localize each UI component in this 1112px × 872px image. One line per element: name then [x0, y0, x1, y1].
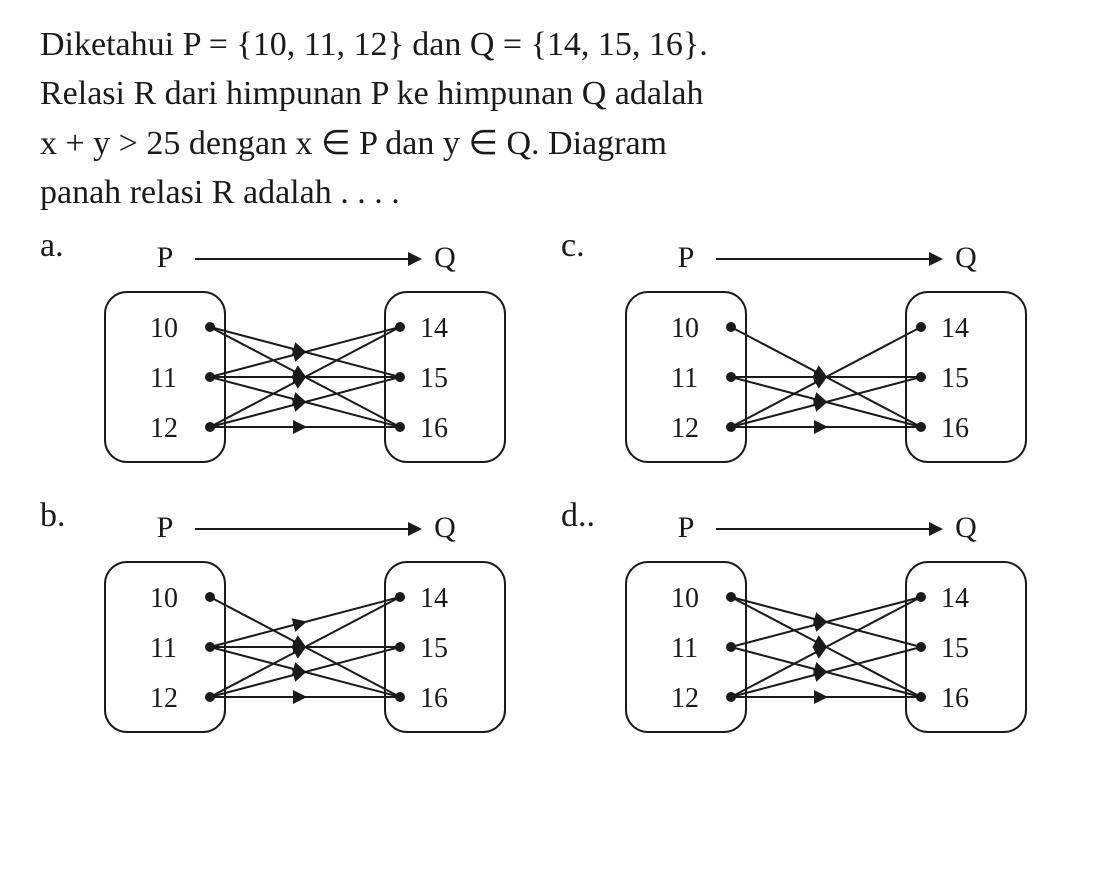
- option-b-label: b.: [40, 497, 75, 535]
- q-line-4: panah relasi R adalah . . . .: [40, 174, 400, 211]
- set-P-element: 10: [671, 583, 699, 614]
- diagram-c: P Q 10 11 12 14 15 16: [611, 227, 1041, 467]
- set-P-dot: [726, 642, 736, 652]
- option-a-label: a.: [40, 227, 75, 265]
- set-P-dot: [726, 422, 736, 432]
- set-P-label: P: [678, 511, 695, 544]
- set-Q-dot: [916, 322, 926, 332]
- set-P-dot: [205, 322, 215, 332]
- set-Q-element: 16: [420, 413, 448, 444]
- set-P-element: 12: [671, 413, 699, 444]
- set-Q-label: Q: [434, 511, 456, 544]
- mapping-edge: [210, 597, 400, 647]
- set-P-element: 10: [150, 313, 178, 344]
- set-P-dot: [205, 642, 215, 652]
- set-Q-dot: [916, 592, 926, 602]
- set-P-element: 11: [150, 633, 177, 664]
- set-Q-element: 15: [420, 363, 448, 394]
- set-Q-element: 15: [941, 633, 969, 664]
- set-Q-element: 16: [420, 683, 448, 714]
- set-P-label: P: [157, 241, 174, 274]
- set-Q-element: 14: [420, 583, 448, 614]
- set-P-element: 10: [671, 313, 699, 344]
- option-b: b. P Q 10 11 12 14 15 16: [40, 497, 551, 737]
- q-line-1: Diketahui P = {10, 11, 12} dan Q = {14, …: [40, 26, 708, 63]
- diagram-a: P Q 10 11 12 14 15 16: [90, 227, 520, 467]
- set-Q-element: 15: [420, 633, 448, 664]
- set-P-element: 12: [150, 683, 178, 714]
- set-Q-element: 14: [941, 583, 969, 614]
- set-P-dot: [726, 692, 736, 702]
- set-Q-element: 14: [941, 313, 969, 344]
- set-Q-dot: [916, 372, 926, 382]
- diagram-b: P Q 10 11 12 14 15 16: [90, 497, 520, 737]
- set-P-dot: [726, 372, 736, 382]
- set-P-element: 11: [671, 363, 698, 394]
- set-Q-dot: [395, 322, 405, 332]
- set-P-element: 11: [671, 633, 698, 664]
- q-line-2: Relasi R dari himpunan P ke himpunan Q a…: [40, 75, 704, 112]
- options-grid: a. P Q 10 11 12 14 15 16 c. P Q 10 11 12 14 15 16 b. P…: [40, 227, 1072, 737]
- set-P-dot: [205, 692, 215, 702]
- set-Q-element: 15: [941, 363, 969, 394]
- set-P-dot: [205, 592, 215, 602]
- set-Q-label: Q: [955, 241, 977, 274]
- set-Q-dot: [916, 642, 926, 652]
- set-Q-dot: [395, 642, 405, 652]
- set-Q-label: Q: [955, 511, 977, 544]
- option-d-label: d..: [561, 497, 596, 535]
- set-P-dot: [205, 372, 215, 382]
- set-P-element: 11: [150, 363, 177, 394]
- set-Q-dot: [395, 422, 405, 432]
- set-Q-dot: [916, 422, 926, 432]
- set-P-element: 12: [671, 683, 699, 714]
- mapping-diagram: P Q 10 11 12 14 15 16: [90, 497, 520, 737]
- diagram-d: P Q 10 11 12 14 15 16: [611, 497, 1041, 737]
- set-Q-dot: [395, 372, 405, 382]
- set-Q-element: 16: [941, 683, 969, 714]
- set-Q-element: 14: [420, 313, 448, 344]
- set-Q-label: Q: [434, 241, 456, 274]
- question-text: Diketahui P = {10, 11, 12} dan Q = {14, …: [40, 20, 1072, 217]
- q-line-3: x + y > 25 dengan x ∈ P dan y ∈ Q. Diagr…: [40, 125, 667, 162]
- option-d: d.. P Q 10 11 12 14 15 16: [561, 497, 1072, 737]
- set-Q-element: 16: [941, 413, 969, 444]
- set-Q-dot: [916, 692, 926, 702]
- option-c: c. P Q 10 11 12 14 15 16: [561, 227, 1072, 467]
- set-P-element: 12: [150, 413, 178, 444]
- set-P-dot: [726, 592, 736, 602]
- mapping-diagram: P Q 10 11 12 14 15 16: [611, 497, 1041, 737]
- set-P-element: 10: [150, 583, 178, 614]
- set-Q-dot: [395, 592, 405, 602]
- mapping-diagram: P Q 10 11 12 14 15 16: [611, 227, 1041, 467]
- set-Q-dot: [395, 692, 405, 702]
- set-P-label: P: [678, 241, 695, 274]
- option-c-label: c.: [561, 227, 596, 265]
- option-a: a. P Q 10 11 12 14 15 16: [40, 227, 551, 467]
- set-P-dot: [726, 322, 736, 332]
- set-P-dot: [205, 422, 215, 432]
- mapping-diagram: P Q 10 11 12 14 15 16: [90, 227, 520, 467]
- set-P-label: P: [157, 511, 174, 544]
